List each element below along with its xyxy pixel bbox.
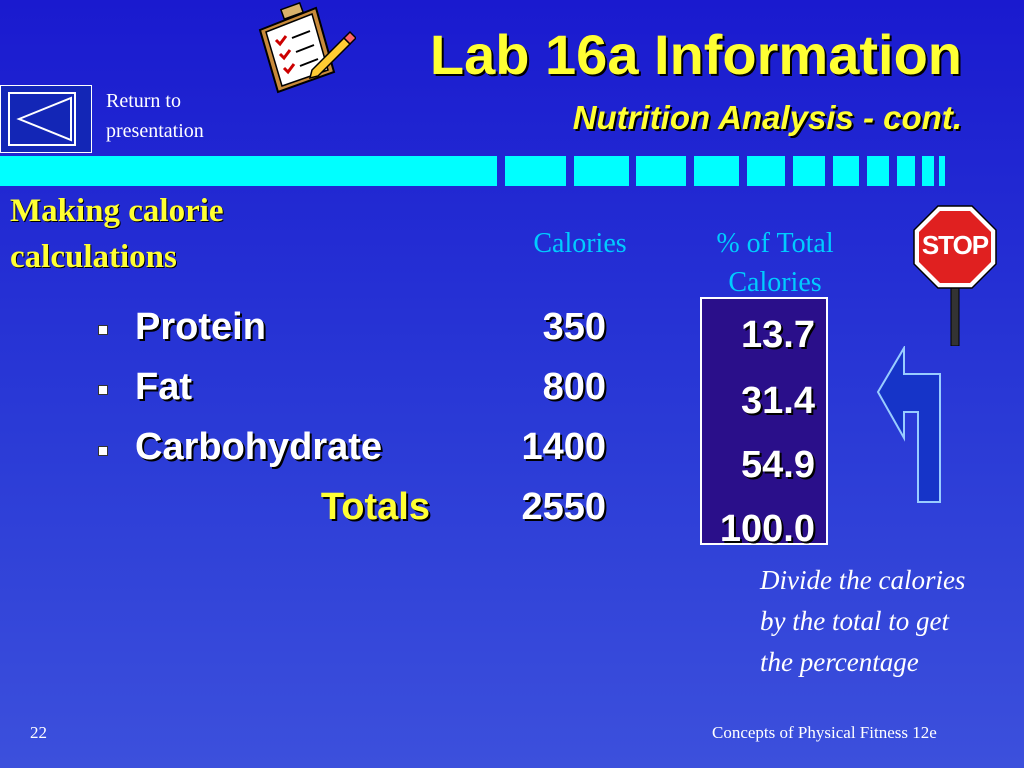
section-title: Making calorie calculations — [10, 188, 224, 280]
percent-box — [700, 297, 828, 545]
totals-calories: 2550 — [521, 486, 606, 528]
section-title-line2: calculations — [10, 239, 177, 275]
totals-percent: 100.0 — [719, 508, 815, 550]
section-title-line1: Making calorie — [10, 193, 224, 229]
clipboard-icon — [258, 2, 356, 94]
explanation-note: Divide the calories by the total to get … — [760, 560, 1022, 683]
row-calories-protein: 350 — [542, 306, 606, 348]
row-calories-fat: 800 — [542, 366, 606, 408]
return-label-line2: presentation — [106, 120, 204, 142]
accent-bar — [0, 156, 945, 186]
stop-sign-icon: STOP — [912, 204, 998, 346]
row-percent-carbohydrate: 54.9 — [741, 444, 815, 486]
return-link[interactable]: Return to presentation — [106, 86, 204, 146]
bullet — [98, 325, 108, 335]
page-subtitle: Nutrition Analysis - cont. — [572, 99, 962, 136]
page-number: 22 — [30, 723, 47, 742]
note-line2: by the total to get — [760, 606, 949, 636]
bullet — [98, 385, 108, 395]
turn-arrow-icon — [876, 346, 941, 503]
column-header-percent: % of Total Calories — [690, 224, 860, 303]
return-button[interactable] — [0, 85, 92, 153]
row-percent-fat: 31.4 — [741, 380, 815, 422]
return-label-line1: Return to — [106, 90, 181, 112]
note-line3: the percentage — [760, 647, 919, 677]
page-title: Lab 16a Information — [429, 23, 962, 86]
row-percent-protein: 13.7 — [741, 314, 815, 356]
row-label-carbohydrate: Carbohydrate — [135, 426, 383, 468]
back-triangle-icon — [8, 92, 76, 146]
row-calories-carbohydrate: 1400 — [521, 426, 606, 468]
row-label-fat: Fat — [135, 366, 192, 408]
totals-label: Totals — [320, 486, 430, 528]
column-header-calories: Calories — [533, 228, 627, 259]
row-label-protein: Protein — [135, 306, 266, 348]
bullet — [98, 446, 108, 456]
book-title: Concepts of Physical Fitness 12e — [712, 723, 937, 742]
column-header-percent-line2: Calories — [728, 267, 822, 298]
stop-sign-text: STOP — [921, 230, 989, 260]
column-header-percent-line1: % of Total — [716, 228, 834, 259]
note-line1: Divide the calories — [760, 565, 966, 595]
